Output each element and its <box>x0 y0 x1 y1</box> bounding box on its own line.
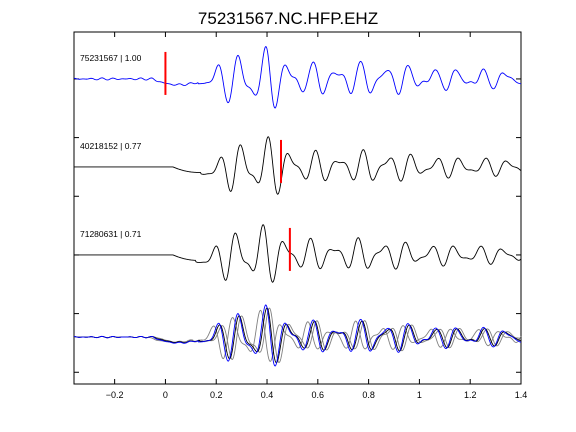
x-tick-label: 0.8 <box>362 390 375 400</box>
x-tick-label: 1.2 <box>464 390 477 400</box>
trace-label: 75231567 | 1.00 <box>80 53 142 63</box>
overlay-trace <box>73 304 522 367</box>
chart-title: 75231567.NC.HFP.EHZ <box>198 9 378 28</box>
waveform-trace <box>74 136 522 195</box>
phase-picks <box>164 51 291 271</box>
x-tick-label: 0 <box>163 390 168 400</box>
x-tick-label: 1.4 <box>515 390 528 400</box>
x-tick-label: 0.6 <box>312 390 325 400</box>
trace-label: 71280631 | 0.71 <box>80 229 142 239</box>
waveform-traces <box>73 46 522 367</box>
trace-label: 40218152 | 0.77 <box>80 141 142 151</box>
waveform-trace <box>74 224 522 283</box>
axis-ticks: −0.2 0 0.2 0.4 0.6 0.8 1 1.2 1.4 <box>74 32 527 400</box>
x-tick-label: −0.2 <box>106 390 124 400</box>
waveform-trace <box>73 46 522 109</box>
plot-area <box>73 31 522 385</box>
x-tick-label: 1 <box>417 390 422 400</box>
overlay-trace <box>73 307 522 364</box>
x-tick-label: 0.4 <box>261 390 274 400</box>
x-tick-label: 0.2 <box>210 390 223 400</box>
trace-labels: 75231567 | 1.00 40218152 | 0.77 71280631 |… <box>80 53 142 239</box>
